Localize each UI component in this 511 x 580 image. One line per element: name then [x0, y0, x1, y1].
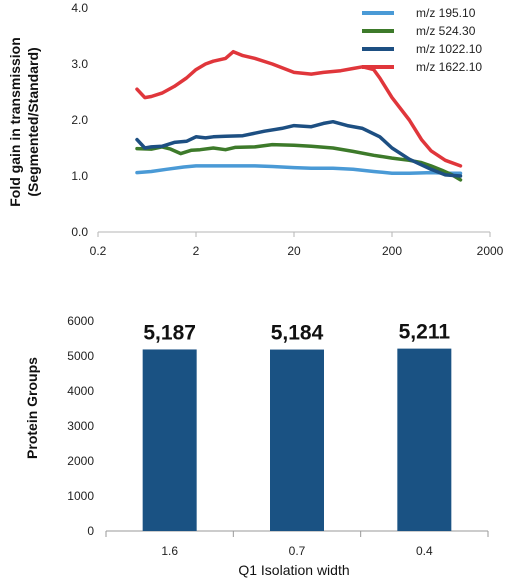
bar-chart: 0 1000 2000 3000 4000 5000 6000 5,187 1.6 5,184 0…: [24, 314, 489, 578]
bar-category-label-2: 0.7: [289, 544, 306, 558]
line-y-tick-label: 3.0: [71, 57, 88, 71]
bar-y-tick-label: 2000: [67, 454, 94, 468]
line-chart-series: [135, 49, 463, 182]
bar-y-tick-label: 6000: [67, 314, 94, 328]
bar-y-tick-label: 0: [87, 524, 94, 538]
bar-y-tick-label: 5000: [67, 349, 94, 363]
bar-y-tick-label: 3000: [67, 419, 94, 433]
line-y-tick-label: 1.0: [71, 169, 88, 183]
line-ylabel-line2: (Segmented/Standard): [25, 47, 41, 196]
line-x-tick-label: 2000: [477, 244, 504, 258]
legend-label-2: m/z 524.30: [416, 24, 476, 38]
series-line-2: [135, 142, 463, 182]
bar-y-tick-label: 4000: [67, 384, 94, 398]
legend-label-1: m/z 195.10: [416, 6, 476, 20]
line-x-tick-label: 200: [382, 244, 402, 258]
bar-3: [397, 348, 452, 531]
series-line-4: [135, 49, 463, 168]
bar-chart-bars: 5,187 1.6 5,184 0.7 5,211 0.4: [142, 321, 452, 558]
line-y-tick-label: 4.0: [71, 1, 88, 15]
line-x-tick-label: 20: [287, 244, 301, 258]
bar-data-label-1: 5,187: [143, 321, 196, 344]
line-ylabel-line1: Fold gain in transmission: [7, 37, 23, 207]
bar-y-tick-label: 1000: [67, 489, 94, 503]
bar-category-label-3: 0.4: [416, 544, 433, 558]
series-line-3: [135, 119, 463, 178]
line-y-tick-label: 2.0: [71, 113, 88, 127]
line-x-tick-label: 2: [193, 244, 200, 258]
series-line-1: [135, 164, 463, 175]
bar-1: [142, 349, 197, 531]
bar-ylabel: Protein Groups: [24, 357, 40, 459]
legend-label-4: m/z 1622.10: [416, 60, 482, 74]
line-chart-axes: 0.2 2 20 200 2000 0.0 1.0 2.0 3.0 4.0: [71, 1, 503, 258]
legend: m/z 195.10 m/z 524.30 m/z 1022.10 m/z 1622.…: [362, 6, 482, 74]
legend-label-3: m/z 1022.10: [416, 42, 482, 56]
bar-category-label-1: 1.6: [161, 544, 178, 558]
bar-xlabel: Q1 Isolation width: [238, 562, 349, 578]
bar-data-label-2: 5,184: [271, 322, 324, 345]
bar-data-label-3: 5,211: [399, 321, 451, 344]
line-y-tick-label: 0.0: [71, 225, 88, 239]
bar-2: [270, 349, 324, 531]
line-x-tick-label: 0.2: [90, 244, 107, 258]
